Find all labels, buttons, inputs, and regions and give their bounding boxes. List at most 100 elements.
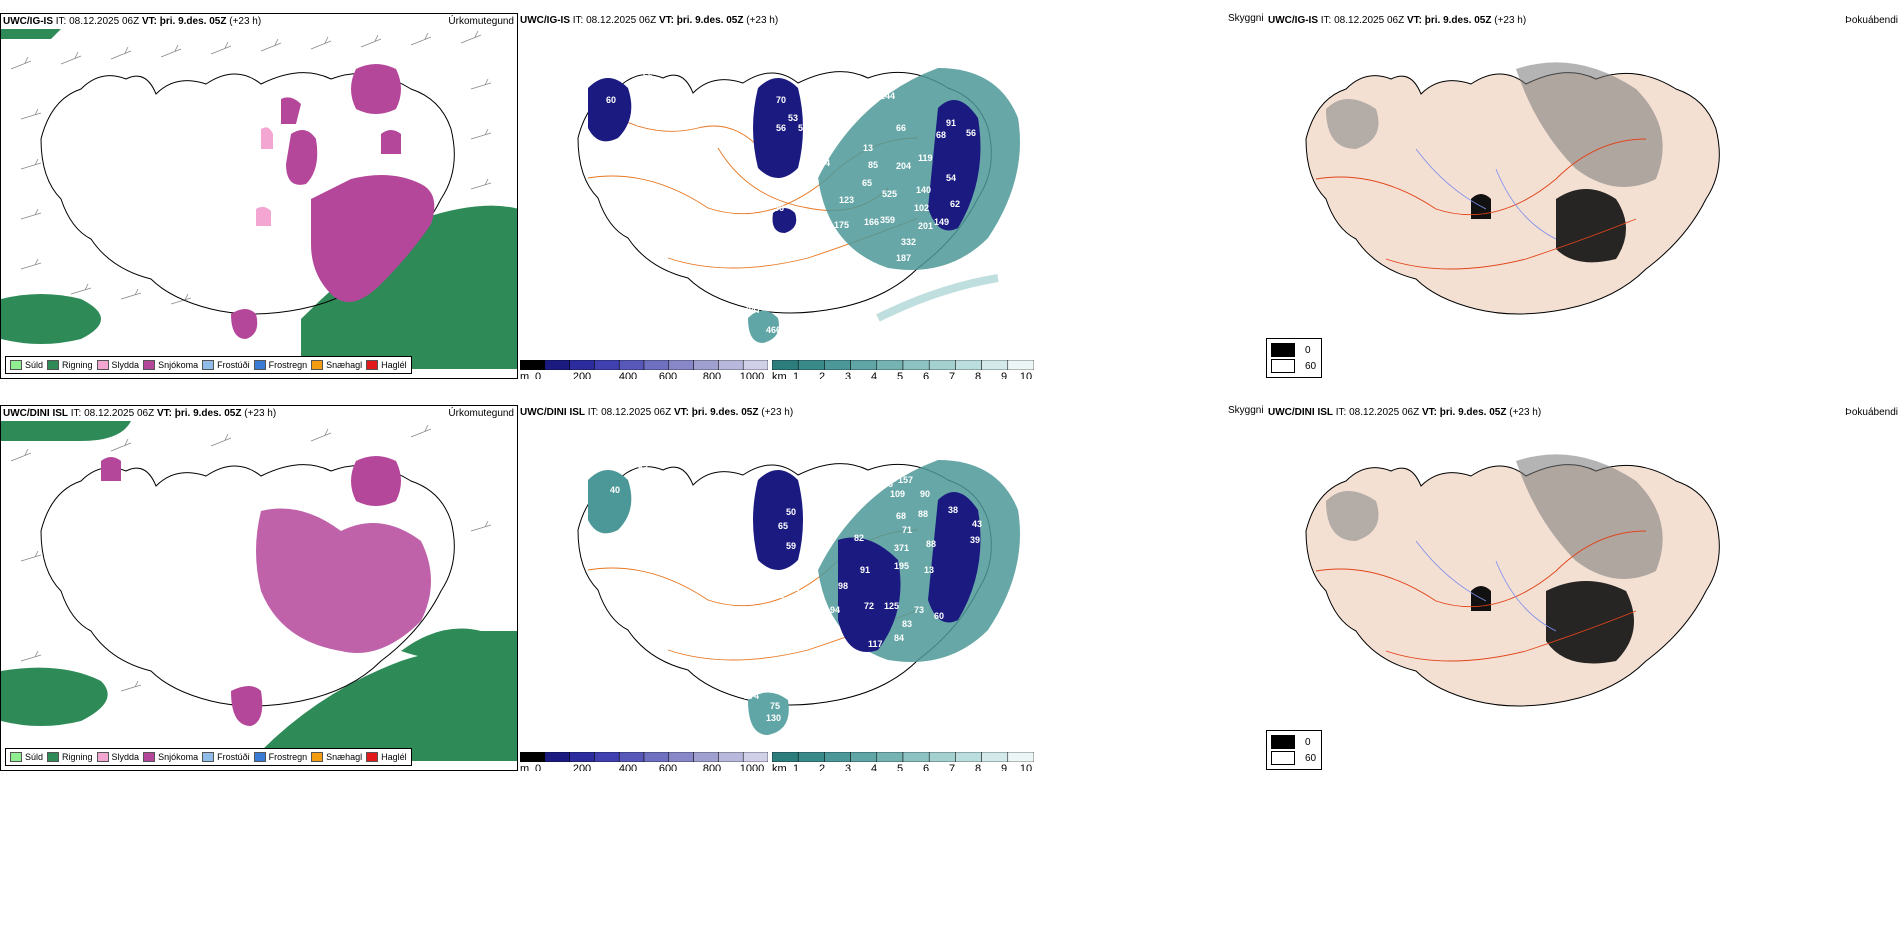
- fog-legend-box-bottom: 0 60: [1266, 730, 1322, 770]
- cloud-label: 56: [966, 128, 977, 138]
- cloud-label: 62: [950, 199, 961, 209]
- tick-label: 200: [572, 763, 592, 771]
- visibility-colorbar-swatches: [771, 359, 1035, 371]
- fog-panel-bottom: UWC/DINI ISL IT: 08.12.2025 06Z VT: þri.…: [1266, 405, 1900, 771]
- cloud-label: 102: [914, 203, 930, 213]
- cloudbase-colorbar-top: m 0 200 400 600 800 1000: [519, 357, 769, 379]
- header-top-cloudbase: UWC/IG-IS IT: 08.12.2025 06Z VT: þri. 9.…: [520, 15, 779, 26]
- visibility-colorbar-bottom: km 1 2 3 4 5 6 7 8 9 10: [771, 749, 1035, 771]
- cloud-label: 466: [766, 325, 782, 335]
- cloud-label: 244: [880, 91, 896, 101]
- cloud-label: 72: [864, 601, 875, 611]
- tick-label: 1000: [739, 763, 765, 771]
- cloud-label: 54: [798, 123, 809, 133]
- fog-legend-row: 0: [1271, 343, 1311, 357]
- cloud-label: 149: [934, 217, 950, 227]
- tick-label: 1: [792, 763, 800, 771]
- legend-item: Slydda: [96, 360, 139, 370]
- tick-label: 6: [922, 763, 930, 771]
- tick-label: 0: [534, 763, 542, 771]
- cloud-label: 88: [918, 509, 929, 519]
- cloud-label: 175: [834, 220, 850, 230]
- cloud-label: 52: [774, 590, 785, 600]
- cloud-label: 248: [880, 73, 896, 83]
- cloud-label: 98: [838, 581, 849, 591]
- cloud-label: 247: [746, 305, 762, 315]
- legend-item: Snæhagl: [311, 752, 362, 762]
- cloud-label: 13: [863, 143, 874, 153]
- precip-type-panel-top: UWC/IG-IS IT: 08.12.2025 06Z VT: þri. 9.…: [0, 13, 518, 379]
- cloud-label: 123: [839, 195, 855, 205]
- legend-item: Frostregn: [253, 360, 307, 370]
- tick-label: 3: [844, 371, 852, 379]
- cloud-label: 54: [946, 173, 957, 183]
- tick-label: 1000: [739, 371, 765, 379]
- visibility-colorbar-top: km 1 2 3 4 5 6 7 8 9 10: [771, 357, 1035, 379]
- precip-panel-title-bottom: Úrkomutegund: [448, 408, 514, 419]
- cloud-label: 38: [948, 505, 959, 515]
- cloud-label: 187: [896, 253, 912, 263]
- cloud-label: 96: [636, 118, 647, 128]
- legend-item: Rigning: [47, 360, 93, 370]
- cloud-label: 56: [776, 123, 787, 133]
- header-top-fog: UWC/IG-IS IT: 08.12.2025 06Z VT: þri. 9.…: [1268, 15, 1527, 26]
- cloudbase-colorbar-bottom: m 0 200 400 600 800 1000: [519, 749, 769, 771]
- tick-label: 400: [618, 763, 638, 771]
- tick-label: 5: [896, 371, 904, 379]
- ceiling-panel-title-top: Skyggni: [1228, 13, 1264, 24]
- tick-label: 0: [534, 371, 542, 379]
- legend-item: Slydda: [96, 752, 139, 762]
- cloud-label: 68: [936, 130, 947, 140]
- cloud-label: 59: [790, 583, 801, 593]
- header-bottom-precip: UWC/DINI ISL IT: 08.12.2025 06Z VT: þri.…: [3, 408, 277, 419]
- fog-panel-title-top: Þokuábendi: [1845, 15, 1898, 26]
- cloud-label: 91: [946, 118, 957, 128]
- visibility-unit: km: [772, 371, 787, 379]
- precip-legend-bottom: Súld Rigning Slydda Snjókoma Frostúði Fr…: [5, 748, 412, 766]
- precip-type-map-bottom: [1, 421, 517, 761]
- tick-label: 2: [818, 371, 826, 379]
- legend-item: Haglél: [366, 360, 407, 370]
- cloud-label: 125: [884, 601, 900, 611]
- cloud-label: 139: [870, 271, 886, 281]
- cloud-label: 75: [770, 701, 781, 711]
- fog-panel-top: UWC/IG-IS IT: 08.12.2025 06Z VT: þri. 9.…: [1266, 13, 1900, 379]
- cloud-label: 54: [814, 509, 825, 519]
- tick-label: 4: [870, 371, 878, 379]
- cloud-label: 66: [643, 71, 654, 81]
- cloud-label: 13: [924, 565, 935, 575]
- cloudbase-panel-bottom: UWC/DINI ISL IT: 08.12.2025 06Z VT: þri.…: [518, 405, 1038, 771]
- tick-label: 9: [1000, 371, 1008, 379]
- legend-item: Haglél: [366, 752, 407, 762]
- tick-label: 10: [1019, 371, 1033, 379]
- wind-barbs: [10, 30, 492, 305]
- cloud-label: 66: [896, 123, 907, 133]
- cloudbase-labels-bottom: 55 53 40 107 50 65 59 47 54 25 84 82 156…: [518, 405, 1038, 745]
- cloud-label: 73: [914, 605, 925, 615]
- tick-label: 800: [702, 763, 722, 771]
- cloud-label: 219: [802, 563, 818, 573]
- cloud-label: 117: [868, 639, 883, 649]
- tick-label: 8: [974, 763, 982, 771]
- tick-label: 10: [1019, 763, 1033, 771]
- cloud-label: 50: [786, 507, 797, 517]
- cloud-label: 53: [638, 463, 649, 473]
- header-bottom-fog: UWC/DINI ISL IT: 08.12.2025 06Z VT: þri.…: [1268, 407, 1542, 418]
- tick-label: 4: [870, 763, 878, 771]
- cloud-label: 84: [894, 633, 905, 643]
- cloud-label: 65: [862, 178, 873, 188]
- legend-item: Frostúði: [202, 360, 250, 370]
- fog-panel-title-bottom: Þokuábendi: [1845, 407, 1898, 418]
- cloudbase-unit: m: [520, 371, 530, 379]
- tick-label: 7: [948, 763, 956, 771]
- cloud-label: 25: [810, 525, 821, 535]
- cloud-label: 195: [894, 561, 910, 571]
- cloud-label: 83: [902, 619, 913, 629]
- cloud-label: 102: [840, 102, 856, 112]
- cloud-label: 201: [918, 221, 934, 231]
- cloud-label: 130: [766, 713, 782, 723]
- cloud-label: 60: [934, 611, 945, 621]
- cloudbase-labels-top: 70 66 60 10 96 70 63 51 53 56 54 52 73 8…: [518, 13, 1038, 353]
- tick-label: 9: [1000, 763, 1008, 771]
- legend-item: Frostregn: [253, 752, 307, 762]
